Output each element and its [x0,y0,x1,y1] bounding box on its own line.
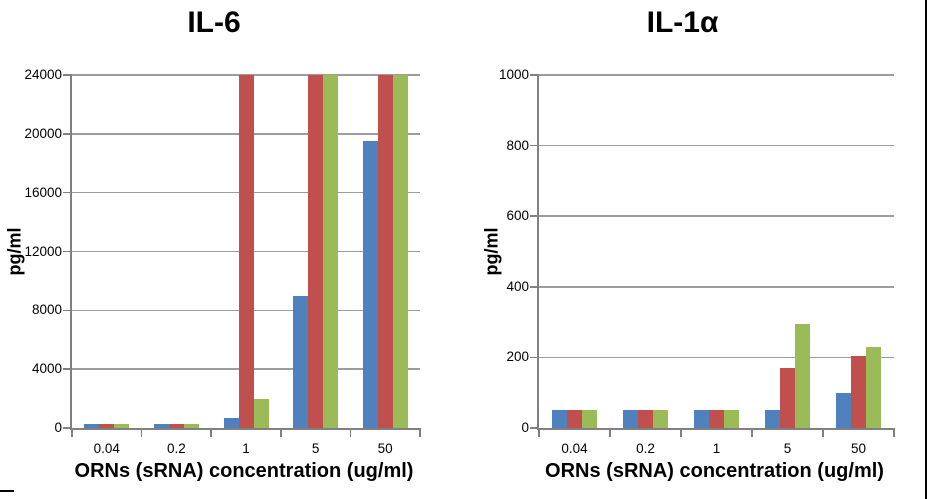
bottom-left-edge-artifact [0,490,14,492]
y-tick-label: 200 [506,349,529,365]
gridline [539,215,894,217]
x-tick-label: 50 [377,441,393,456]
gridline [539,356,894,359]
x-tick-mark [538,428,540,437]
y-tick-mark [530,356,539,359]
bar-green [582,410,597,428]
bar-red [238,75,254,428]
bar-green [653,410,668,428]
bar-red [99,424,115,428]
bar-blue [153,424,169,428]
bar-green [323,75,339,428]
window-right-border [925,0,927,499]
bar-green [253,398,269,428]
x-tick-mark [280,428,282,437]
x-axis-title: ORNs (sRNA) concentration (ug/ml) [74,460,414,482]
x-tick-mark [751,428,753,437]
gridline [539,286,894,288]
bar-blue [836,392,851,428]
x-tick-label: 1 [712,441,721,456]
x-tick-label: 50 [850,441,867,456]
y-tick-label: 8000 [31,302,62,318]
y-tick-mark [63,250,72,253]
plot-area [530,74,895,437]
x-tick-label: 0.2 [167,441,186,456]
y-tick-mark [63,427,72,429]
x-tick-label: 1 [242,441,250,456]
bar-green [795,323,810,428]
y-tick-label: 600 [506,208,529,224]
y-tick-label: 12000 [24,243,62,259]
y-tick-label: 0 [54,420,62,435]
y-axis-title-text: pg/ml [481,227,502,276]
chart-title: IL-6 [187,6,241,39]
bar-blue [552,410,567,428]
y-tick-mark [530,215,539,217]
bar-red [308,75,324,428]
x-tick-mark [71,428,73,437]
y-tick-label: 800 [506,137,529,153]
bar-blue [765,410,780,428]
x-tick-mark [822,428,824,437]
gridline [539,74,894,76]
x-tick-mark [609,428,611,437]
y-tick-label: 20000 [24,125,62,141]
bar-blue [293,295,309,428]
bar-blue [223,418,239,428]
y-tick-label: 4000 [31,361,62,377]
y-tick-mark [530,286,539,288]
x-tick-mark [210,428,212,437]
bar-red [567,410,582,428]
bar-red [851,355,866,428]
bar-red [638,410,653,428]
x-tick-mark [349,428,352,437]
bar-green [114,424,130,428]
y-tick-mark [63,368,72,370]
x-tick-mark [419,428,421,437]
plot-area [63,74,421,437]
bar-blue [362,141,378,428]
y-tick-mark [63,133,72,135]
bar-blue [84,424,100,428]
x-tick-mark [680,428,682,437]
y-tick-mark [530,144,539,147]
y-tick-label: 1000 [498,67,529,82]
bar-red [168,424,184,428]
bar-red [377,75,393,428]
bar-green [392,75,408,428]
x-tick-label: 0.2 [636,441,655,456]
y-tick-mark [530,427,539,429]
y-tick-mark [63,74,72,76]
bar-red [780,368,795,428]
x-tick-label: 5 [311,441,320,456]
y-tick-mark [63,309,72,312]
chart-il6: IL-6 pg/ml ORNs (sRNA) concentration (ug… [0,0,463,499]
x-tick-mark [140,428,143,437]
bar-blue [623,410,638,428]
y-axis-title: pg/ml [479,75,505,428]
y-tick-mark [63,191,72,194]
y-tick-label: 24000 [24,67,62,82]
bar-blue [694,410,709,428]
gridline [539,144,894,147]
x-axis-title: ORNs (sRNA) concentration (ug/ml) [545,460,884,482]
bar-green [724,410,739,428]
x-tick-mark [893,428,895,437]
bar-green [866,346,881,428]
y-tick-mark [530,74,539,76]
y-tick-label: 16000 [24,184,62,200]
bar-green [183,424,199,428]
chart-il1a: IL-1α pg/ml ORNs (sRNA) concentration (u… [463,0,927,499]
y-tick-label: 0 [521,420,529,435]
x-tick-label: 0.04 [561,441,588,456]
bar-red [709,410,724,428]
chart-title: IL-1α [646,6,719,39]
x-tick-label: 0.04 [93,441,120,456]
y-tick-label: 400 [506,278,529,294]
x-tick-label: 5 [783,441,792,456]
